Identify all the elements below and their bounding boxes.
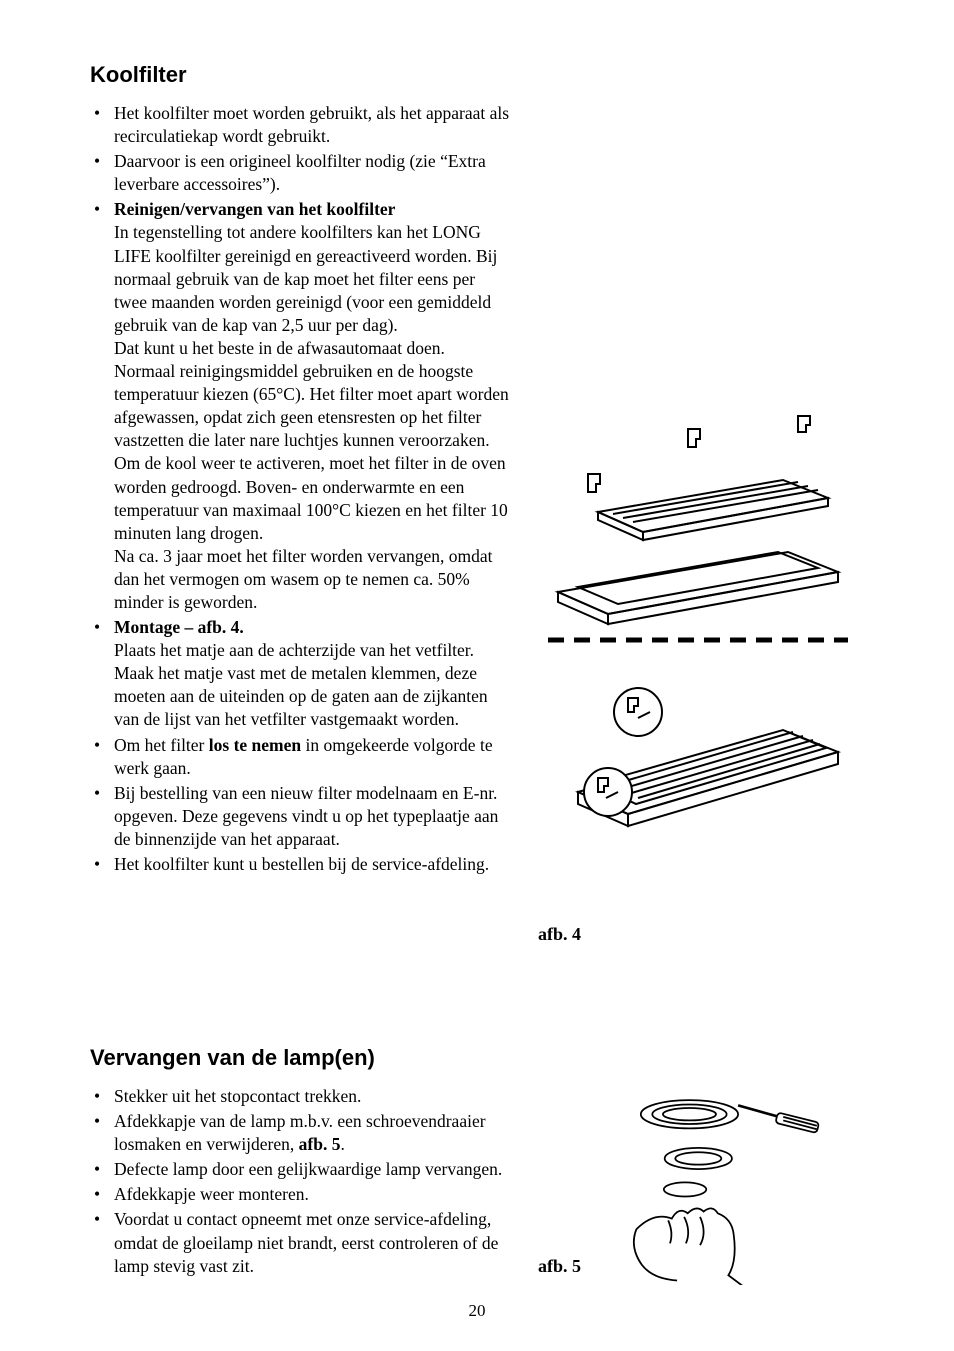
- list-item: Afdekkapje van de lamp m.b.v. een schroe…: [90, 1110, 510, 1156]
- item-text: Voordat u contact opneemt met onze servi…: [114, 1209, 498, 1275]
- figure-label-afb4: afb. 4: [538, 924, 864, 945]
- page-number: 20: [0, 1301, 954, 1321]
- item-lead: Reinigen/vervangen van het koolfilter: [114, 199, 395, 219]
- list-item: Het koolfilter kunt u bestellen bij de s…: [90, 853, 510, 876]
- section-vervangen: Vervangen van de lamp(en) Stekker uit he…: [90, 1045, 864, 1285]
- lamp-ring-small: [664, 1182, 706, 1196]
- item-text: Stekker uit het stopcontact trekken.: [114, 1086, 361, 1106]
- item-para: Dat kunt u het beste in de afwasautomaat…: [114, 338, 509, 543]
- list-item: Om het filter los te nemen in omgekeerde…: [90, 734, 510, 780]
- vervangen-columns: Stekker uit het stopcontact trekken. Afd…: [90, 1085, 864, 1285]
- koolfilter-text: Het koolfilter moet worden gebruikt, als…: [90, 102, 510, 945]
- item-lead: Montage – afb. 4.: [114, 617, 244, 637]
- item-para: In tegenstelling tot andere koolfilters …: [114, 222, 497, 334]
- heading-koolfilter: Koolfilter: [90, 62, 864, 88]
- heading-vervangen: Vervangen van de lamp(en): [90, 1045, 864, 1071]
- item-text: Het koolfilter kunt u bestellen bij de s…: [114, 854, 489, 874]
- figure-afb5: [601, 1085, 831, 1285]
- list-item: Bij bestelling van een nieuw filter mode…: [90, 782, 510, 851]
- list-item: Reinigen/vervangen van het koolfilter In…: [90, 198, 510, 614]
- figure-afb4: [538, 392, 858, 912]
- list-item: Montage – afb. 4. Plaats het matje aan d…: [90, 616, 510, 731]
- vervangen-list: Stekker uit het stopcontact trekken. Afd…: [90, 1085, 510, 1278]
- koolfilter-columns: Het koolfilter moet worden gebruikt, als…: [90, 102, 864, 945]
- koolfilter-figure-col: afb. 4: [538, 102, 864, 945]
- list-item: Het koolfilter moet worden gebruikt, als…: [90, 102, 510, 148]
- item-pre: Om het filter: [114, 735, 209, 755]
- figure-label-afb5: afb. 5: [538, 1256, 581, 1277]
- item-text: Het koolfilter moet worden gebruikt, als…: [114, 103, 509, 146]
- vervangen-text: Stekker uit het stopcontact trekken. Afd…: [90, 1085, 510, 1285]
- vervangen-figure-col: afb. 5: [538, 1085, 864, 1285]
- item-post: .: [340, 1134, 344, 1154]
- afb4-top-panel: [558, 416, 838, 624]
- list-item: Afdekkapje weer monteren.: [90, 1183, 510, 1206]
- hand-icon: [634, 1208, 750, 1285]
- item-text: Defecte lamp door een gelijkwaardige lam…: [114, 1159, 502, 1179]
- screwdriver-icon: [738, 1105, 819, 1133]
- koolfilter-list: Het koolfilter moet worden gebruikt, als…: [90, 102, 510, 876]
- list-item: Voordat u contact opneemt met onze servi…: [90, 1208, 510, 1277]
- item-para: Plaats het matje aan de achterzijde van …: [114, 640, 474, 660]
- list-item: Daarvoor is een origineel koolfilter nod…: [90, 150, 510, 196]
- item-para: Maak het matje vast met de metalen klemm…: [114, 663, 488, 729]
- list-item: Defecte lamp door een gelijkwaardige lam…: [90, 1158, 510, 1181]
- item-text: Afdekkapje weer monteren.: [114, 1184, 309, 1204]
- item-text: Bij bestelling van een nieuw filter mode…: [114, 783, 498, 849]
- item-para: Na ca. 3 jaar moet het filter worden ver…: [114, 546, 493, 612]
- item-bold: afb. 5: [299, 1134, 341, 1154]
- item-text: Daarvoor is een origineel koolfilter nod…: [114, 151, 486, 194]
- item-bold: los te nemen: [209, 735, 301, 755]
- list-item: Stekker uit het stopcontact trekken.: [90, 1085, 510, 1108]
- section-koolfilter: Koolfilter Het koolfilter moet worden ge…: [90, 62, 864, 945]
- afb4-bottom-panel: [578, 688, 838, 826]
